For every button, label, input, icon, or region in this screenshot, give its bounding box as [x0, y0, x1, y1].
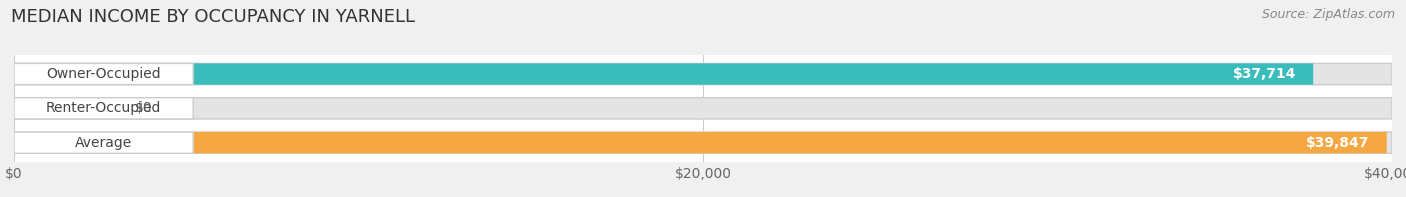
- Text: Owner-Occupied: Owner-Occupied: [46, 67, 160, 81]
- FancyBboxPatch shape: [14, 63, 193, 85]
- FancyBboxPatch shape: [14, 98, 1392, 119]
- FancyBboxPatch shape: [14, 98, 111, 119]
- Text: $37,714: $37,714: [1233, 67, 1296, 81]
- Text: MEDIAN INCOME BY OCCUPANCY IN YARNELL: MEDIAN INCOME BY OCCUPANCY IN YARNELL: [11, 8, 415, 26]
- FancyBboxPatch shape: [14, 132, 1392, 153]
- Text: $39,847: $39,847: [1306, 136, 1369, 150]
- Text: Source: ZipAtlas.com: Source: ZipAtlas.com: [1261, 8, 1395, 21]
- FancyBboxPatch shape: [14, 63, 1313, 85]
- FancyBboxPatch shape: [14, 63, 1392, 85]
- FancyBboxPatch shape: [14, 132, 1386, 153]
- Text: $0: $0: [135, 101, 152, 115]
- FancyBboxPatch shape: [14, 132, 193, 153]
- Text: Average: Average: [75, 136, 132, 150]
- Text: Renter-Occupied: Renter-Occupied: [46, 101, 162, 115]
- FancyBboxPatch shape: [14, 98, 193, 119]
